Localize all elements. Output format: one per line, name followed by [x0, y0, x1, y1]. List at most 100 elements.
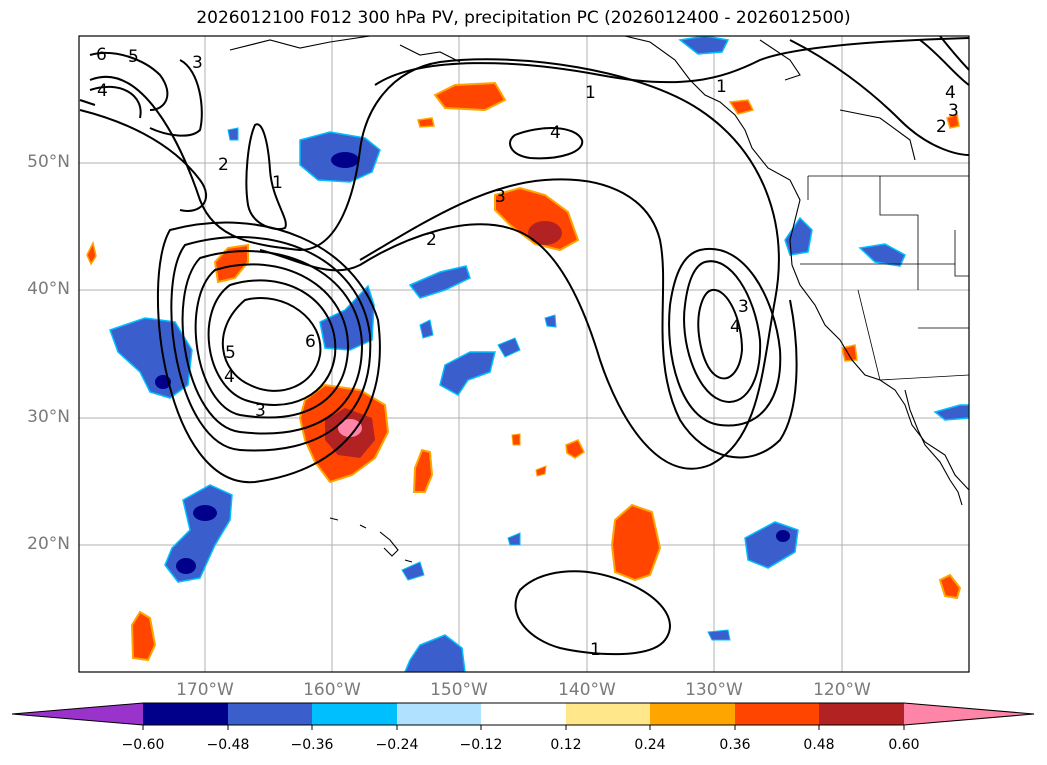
lon-label-170w: 170°W — [176, 680, 234, 700]
colorbar-bin-3 — [312, 703, 397, 725]
contour-label-6: 1 — [272, 173, 283, 193]
contour-north-4 — [509, 127, 584, 160]
warm-speck-6 — [946, 112, 960, 129]
warm-region-south — [610, 503, 662, 582]
blue-speck-4 — [401, 561, 425, 581]
contour-northwest-3 — [149, 59, 203, 137]
contour-northwest-1 — [245, 123, 287, 230]
contour-ring-6 — [156, 221, 381, 484]
blue-region-mid — [439, 351, 496, 396]
contour-label-3: 4 — [97, 81, 108, 101]
lon-label-130w: 130°W — [685, 680, 743, 700]
contour-label-14: 3 — [255, 401, 266, 421]
colorbar-tick-label: 0.48 — [803, 737, 835, 753]
contour-south-1 — [514, 570, 671, 656]
coastlines — [229, 36, 969, 563]
blue-speck-3 — [497, 337, 521, 358]
contour-label-15: 3 — [738, 297, 749, 317]
blue-speck-5 — [507, 532, 521, 546]
pv-contours — [79, 36, 969, 656]
contour-outer-ridge — [359, 178, 798, 459]
contour-east-curve — [789, 39, 969, 156]
warm-region-west — [213, 243, 249, 284]
warm-peak-central — [338, 419, 362, 437]
negative-precip-regions — [109, 36, 969, 672]
warm-region-southwest — [130, 610, 157, 662]
blue-region-bc — [678, 36, 730, 55]
contour-ring-2 — [207, 279, 337, 406]
contour-northwest-5 — [89, 51, 169, 111]
blue-core-southwest-2 — [176, 558, 196, 574]
map-area: 6 5 4 3 2 1 1 4 3 2 6 5 4 3 3 4 1 4 3 2 … — [79, 36, 969, 672]
blue-speck-1 — [419, 319, 434, 339]
contour-labels: 6 5 4 3 2 1 1 4 3 2 6 5 4 3 3 4 1 4 3 2 … — [96, 45, 959, 660]
colorbar-bin-6 — [566, 703, 650, 725]
colorbar-extend-left — [12, 703, 143, 725]
map-title: 2026012100 F012 300 hPa PV, precipitatio… — [196, 8, 851, 28]
warm-speck-2 — [728, 99, 755, 115]
colorbar-bin-8 — [735, 703, 819, 725]
warm-speck-8 — [535, 465, 547, 477]
colorbar-bin-7 — [650, 703, 735, 725]
colorbar-tick-label: 0.24 — [634, 737, 666, 753]
blue-region-band — [408, 265, 471, 299]
colorbar-tick-label: −0.36 — [290, 737, 334, 753]
lat-label-50n: 50°N — [27, 152, 70, 172]
contour-label-17: 1 — [716, 77, 727, 97]
contour-northwest-4 — [79, 85, 142, 119]
contour-label-21: 1 — [590, 640, 601, 660]
lon-label-140w: 140°W — [558, 680, 616, 700]
blue-speck-6 — [227, 127, 239, 141]
warm-speck-7 — [511, 433, 521, 446]
colorbar-tick-label: −0.60 — [121, 737, 165, 753]
colorbar-bin-4 — [397, 703, 481, 725]
contour-label-4: 3 — [192, 53, 203, 73]
colorbar-bin-9 — [819, 703, 904, 725]
warm-region-north — [433, 81, 507, 112]
blue-region-california — [784, 216, 813, 256]
contour-ring-3 — [194, 263, 350, 419]
positive-precip-regions — [86, 81, 962, 662]
lon-label-120w: 120°W — [813, 680, 871, 700]
blue-speck-2 — [544, 314, 557, 328]
lon-label-150w: 150°W — [430, 680, 488, 700]
warm-speck-3 — [417, 117, 435, 128]
contour-label-20: 2 — [936, 117, 947, 137]
blue-core-southwest-1 — [193, 505, 217, 521]
contour-label-12: 5 — [225, 343, 236, 363]
gridlines — [79, 36, 969, 672]
contour-label-13: 4 — [224, 367, 235, 387]
colorbar-tick-label: 0.12 — [550, 737, 582, 753]
blue-region-south — [404, 634, 466, 672]
colorbar-tick-label: 0.36 — [719, 737, 751, 753]
contour-label-19: 3 — [948, 101, 959, 121]
warm-speck-1 — [565, 439, 585, 459]
colorbar-tick-label: −0.24 — [375, 737, 419, 753]
contour-label-8: 4 — [550, 123, 561, 143]
map-frame — [78, 35, 970, 673]
colorbar-bin-5 — [481, 703, 566, 725]
contour-label-16: 4 — [730, 317, 741, 337]
contour-west-2 — [79, 109, 207, 212]
contour-label-9: 3 — [495, 187, 506, 207]
blue-region-arizona — [933, 404, 969, 421]
contour-label-18: 4 — [945, 83, 956, 103]
contour-label-11: 6 — [305, 332, 316, 352]
colorbar-tick-label: −0.12 — [459, 737, 503, 753]
colorbar-tick-label: −0.48 — [206, 737, 250, 753]
colorbar-tick-label: 0.60 — [888, 737, 920, 753]
blue-core-alaska-gulf — [331, 152, 359, 168]
warm-region-strip — [412, 448, 434, 493]
contour-inner-3 — [683, 260, 762, 403]
contour-label-1: 6 — [96, 45, 107, 65]
warm-core-east-north — [528, 221, 562, 245]
contour-inner-4 — [697, 288, 744, 380]
colorbar-bin-1 — [143, 703, 228, 725]
borders — [800, 175, 969, 381]
lat-label-40n: 40°N — [27, 279, 70, 299]
colorbar-extend-right — [904, 703, 1034, 725]
contour-label-7: 1 — [585, 83, 596, 103]
contour-label-10: 2 — [426, 230, 437, 250]
blue-speck-7 — [707, 629, 731, 641]
